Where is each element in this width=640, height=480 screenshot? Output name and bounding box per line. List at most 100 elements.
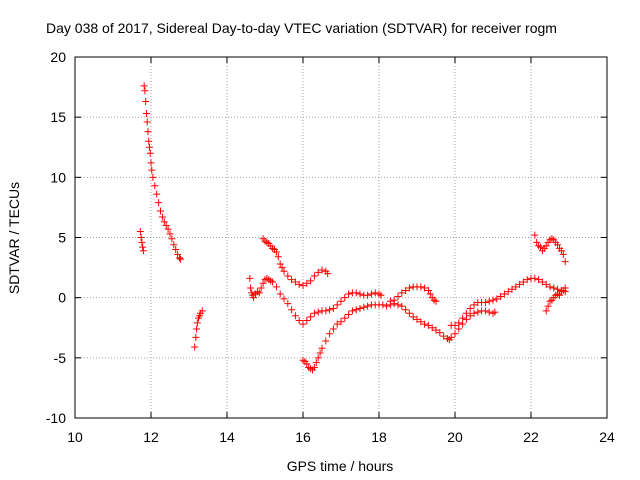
data-point <box>146 149 154 157</box>
data-point <box>193 325 201 333</box>
data-point <box>531 274 539 282</box>
data-point <box>284 300 292 308</box>
y-tick-label: 10 <box>50 169 66 185</box>
data-point <box>139 243 147 251</box>
data-point <box>402 306 410 314</box>
data-point <box>345 311 353 319</box>
data-point <box>326 306 334 314</box>
data-point <box>459 314 467 322</box>
data-point <box>144 128 152 136</box>
data-point <box>447 333 455 341</box>
data-point <box>145 137 153 145</box>
data-point <box>390 296 398 304</box>
data-point <box>337 297 345 305</box>
data-point <box>364 302 372 310</box>
data-point <box>341 314 349 322</box>
data-point <box>310 363 318 371</box>
data-point <box>291 312 299 320</box>
data-point <box>485 297 493 305</box>
data-point <box>394 301 402 309</box>
data-point <box>491 308 499 316</box>
data-point <box>280 267 288 275</box>
data-point <box>451 330 459 338</box>
data-point <box>481 307 489 315</box>
data-point <box>519 278 527 286</box>
x-tick-label: 14 <box>219 429 235 445</box>
data-point <box>432 326 440 334</box>
data-point <box>148 166 156 174</box>
data-point <box>426 290 434 298</box>
data-point <box>259 279 267 287</box>
data-point <box>413 315 421 323</box>
data-point <box>310 309 318 317</box>
data-point <box>255 289 263 297</box>
data-point <box>138 238 146 246</box>
data-point <box>303 279 311 287</box>
data-point <box>160 218 168 226</box>
plot-frame <box>74 56 608 419</box>
data-point <box>470 301 478 309</box>
data-point <box>158 213 166 221</box>
data-point <box>424 286 432 294</box>
data-point <box>405 284 413 292</box>
x-tick-label: 18 <box>371 429 387 445</box>
data-point <box>299 282 307 290</box>
data-point <box>544 302 552 310</box>
data-point <box>500 290 508 298</box>
data-point <box>402 286 410 294</box>
x-axis-label: GPS time / hours <box>287 458 394 474</box>
y-axis-label: SDTVAR / TECUs <box>6 182 22 294</box>
data-point <box>533 238 541 246</box>
data-point <box>280 295 288 303</box>
data-point <box>561 258 569 266</box>
data-point <box>139 247 147 255</box>
data-point <box>329 304 337 312</box>
data-point <box>398 289 406 297</box>
data-point <box>493 295 501 303</box>
data-point <box>140 82 148 90</box>
data-point <box>367 290 375 298</box>
data-point <box>352 306 360 314</box>
data-point <box>250 294 258 302</box>
data-point <box>554 241 562 249</box>
data-point <box>155 199 163 207</box>
data-point <box>324 270 332 278</box>
data-point <box>137 234 145 241</box>
data-point <box>470 309 478 317</box>
data-point <box>310 272 318 280</box>
chart-title: Day 038 of 2017, Sidereal Day-to-day VTE… <box>46 20 557 36</box>
data-point <box>516 280 524 288</box>
data-point <box>481 298 489 306</box>
data-point <box>538 278 546 286</box>
data-point <box>329 325 337 333</box>
data-point <box>531 231 539 239</box>
data-point <box>247 284 255 292</box>
data-point <box>394 292 402 300</box>
data-point <box>466 312 474 320</box>
data-point <box>307 313 315 321</box>
data-point <box>508 285 516 293</box>
data-point <box>451 321 459 329</box>
data-point <box>417 283 425 291</box>
data-point <box>149 173 157 181</box>
data-point <box>141 87 149 95</box>
data-point <box>284 272 292 280</box>
data-point <box>348 307 356 315</box>
data-point <box>299 320 307 328</box>
data-point <box>512 283 520 291</box>
data-point <box>550 284 558 292</box>
y-tick-label: -10 <box>46 410 66 426</box>
data-point <box>356 290 364 298</box>
data-point <box>436 329 444 337</box>
data-point <box>405 309 413 317</box>
data-point <box>341 294 349 302</box>
grid <box>75 57 607 418</box>
x-tick-label: 16 <box>295 429 311 445</box>
data-point <box>174 250 182 258</box>
data-point <box>557 247 565 255</box>
data-points <box>136 82 569 374</box>
data-point <box>198 307 206 315</box>
data-point <box>288 306 296 314</box>
data-point <box>316 349 324 357</box>
